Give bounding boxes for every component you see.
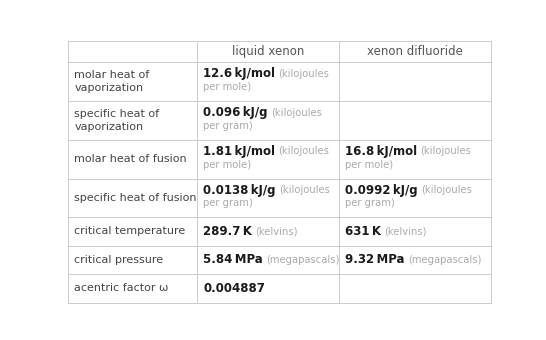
Text: (kelvins): (kelvins) (384, 226, 427, 236)
Text: 0.004887: 0.004887 (203, 282, 265, 295)
Text: 5.84 MPa: 5.84 MPa (203, 253, 263, 266)
Text: acentric factor ω: acentric factor ω (74, 283, 169, 293)
Text: 0.096 kJ/g: 0.096 kJ/g (203, 106, 268, 119)
Text: per mole): per mole) (203, 82, 251, 92)
Text: per mole): per mole) (345, 159, 393, 170)
Text: 1.81 kJ/mol: 1.81 kJ/mol (203, 145, 275, 158)
Text: (megapascals): (megapascals) (408, 255, 481, 265)
Text: per gram): per gram) (203, 121, 253, 131)
Text: per gram): per gram) (345, 198, 395, 208)
Text: (kilojoules: (kilojoules (271, 108, 322, 118)
Text: liquid xenon: liquid xenon (232, 45, 304, 58)
Text: specific heat of fusion: specific heat of fusion (74, 193, 197, 203)
Text: per gram): per gram) (203, 198, 253, 208)
Text: xenon difluoride: xenon difluoride (367, 45, 463, 58)
Text: specific heat of
vaporization: specific heat of vaporization (74, 109, 159, 132)
Text: 16.8 kJ/mol: 16.8 kJ/mol (345, 145, 417, 158)
Text: 12.6 kJ/mol: 12.6 kJ/mol (203, 67, 275, 80)
Text: molar heat of
vaporization: molar heat of vaporization (74, 70, 150, 93)
Text: (kilojoules: (kilojoules (420, 147, 471, 156)
Text: critical temperature: critical temperature (74, 226, 186, 236)
Text: (kilojoules: (kilojoules (279, 185, 330, 195)
Text: 9.32 MPa: 9.32 MPa (345, 253, 405, 266)
Text: molar heat of fusion: molar heat of fusion (74, 154, 187, 164)
Text: 0.0138 kJ/g: 0.0138 kJ/g (203, 184, 276, 197)
Text: (kilojoules: (kilojoules (278, 147, 329, 156)
Text: 289.7 K: 289.7 K (203, 225, 252, 238)
Text: (megapascals): (megapascals) (266, 255, 340, 265)
Text: critical pressure: critical pressure (74, 255, 163, 265)
Text: 0.0992 kJ/g: 0.0992 kJ/g (345, 184, 418, 197)
Text: (kilojoules: (kilojoules (421, 185, 472, 195)
Text: (kilojoules: (kilojoules (278, 69, 329, 79)
Text: per mole): per mole) (203, 159, 251, 170)
Text: 631 K: 631 K (345, 225, 381, 238)
Text: (kelvins): (kelvins) (256, 226, 298, 236)
